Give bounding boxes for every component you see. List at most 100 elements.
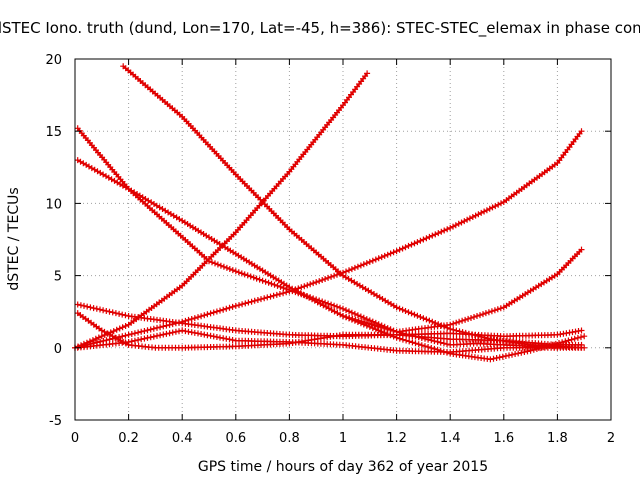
data-point [217, 307, 223, 314]
data-point [154, 332, 160, 339]
data-point [578, 344, 585, 351]
data-point [396, 305, 403, 312]
data-point [223, 305, 230, 312]
data-point [160, 323, 167, 330]
data-point [363, 260, 370, 267]
data-point [474, 313, 480, 319]
data-point [464, 216, 471, 223]
data-point [116, 325, 123, 332]
data-point [280, 290, 287, 297]
data-point [113, 326, 120, 333]
data-point [487, 356, 494, 363]
data-point [135, 337, 142, 343]
x-tick-label: 0.6 [225, 431, 246, 446]
data-point [163, 330, 170, 337]
data-point [372, 256, 379, 263]
data-point [258, 296, 264, 303]
data-point [304, 282, 311, 289]
data-point [301, 283, 308, 290]
data-point [346, 308, 352, 315]
data-point [480, 311, 486, 318]
data-point [90, 305, 97, 312]
data-point [491, 307, 498, 314]
data-point [206, 258, 212, 265]
data-point [417, 314, 424, 320]
data-point [245, 299, 252, 306]
data-point [352, 316, 359, 323]
data-point [198, 313, 205, 320]
data-point [412, 340, 419, 347]
data-point [381, 252, 388, 259]
data-point [360, 261, 367, 268]
x-tick-label: 1 [339, 431, 347, 446]
data-point [524, 348, 531, 355]
data-point [455, 220, 462, 227]
data-point [119, 333, 126, 340]
data-point [363, 316, 370, 323]
data-point [578, 334, 584, 341]
data-point [441, 227, 448, 234]
data-point [169, 329, 176, 336]
data-point [207, 310, 214, 317]
data-point [150, 333, 157, 340]
data-point [429, 232, 436, 239]
data-point [150, 325, 157, 332]
data-point [348, 309, 355, 316]
data-point [298, 284, 305, 291]
data-point [414, 312, 421, 319]
data-point [472, 212, 479, 219]
data-point [110, 328, 117, 335]
data-point [578, 246, 585, 253]
y-tick-label: 5 [54, 270, 62, 285]
data-point [351, 310, 358, 317]
y-tick-label: -5 [49, 414, 62, 429]
x-tick-label: 1.2 [386, 431, 407, 446]
data-point [157, 324, 164, 331]
data-point [141, 335, 148, 342]
data-point [229, 303, 236, 310]
data-point [147, 334, 154, 341]
data-point [465, 315, 472, 322]
data-point [377, 324, 384, 331]
data-point [204, 311, 211, 318]
data-point [337, 304, 343, 311]
data-point [244, 272, 251, 279]
data-point [581, 333, 588, 340]
data-point [220, 263, 227, 270]
data-point [354, 312, 361, 319]
data-point [481, 208, 488, 215]
data-point [417, 237, 424, 244]
data-point [212, 260, 218, 267]
data-point [358, 318, 365, 325]
data-point [485, 309, 492, 316]
data-point [399, 306, 406, 313]
data-point [435, 230, 442, 237]
data-point [426, 317, 433, 324]
data-point [409, 339, 416, 346]
data-point [362, 319, 369, 326]
data-point [343, 268, 349, 275]
data-point [408, 310, 415, 317]
data-point [368, 321, 375, 328]
data-point [319, 277, 326, 283]
data-point [354, 263, 361, 270]
data-point [366, 317, 373, 324]
data-point [131, 330, 138, 337]
data-point [349, 315, 356, 322]
data-point [125, 331, 132, 338]
data-point [220, 306, 227, 313]
data-point [157, 332, 164, 339]
x-tick-label: 0 [71, 431, 79, 446]
data-point [241, 271, 248, 278]
data-point [328, 273, 335, 280]
data-point [374, 323, 381, 330]
data-point [489, 204, 496, 211]
data-point [406, 338, 413, 345]
data-point [447, 224, 454, 231]
data-point [420, 236, 427, 243]
data-point [217, 262, 224, 269]
data-point [310, 280, 317, 287]
data-point [87, 304, 94, 311]
data-point [488, 308, 495, 315]
